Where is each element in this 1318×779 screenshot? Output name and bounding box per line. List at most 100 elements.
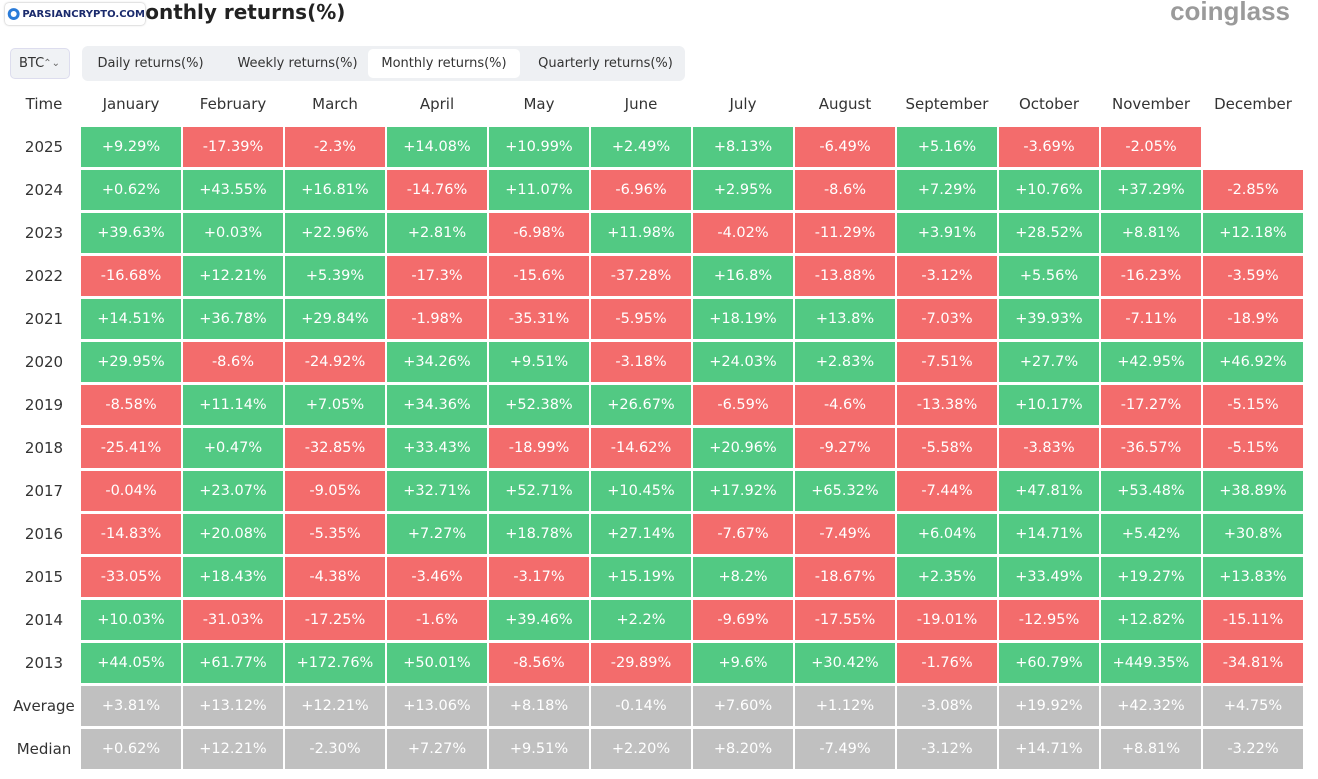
row-label: 2020 (24, 353, 64, 371)
return-cell: +8.81% (1101, 213, 1201, 253)
return-cell: +14.71% (999, 729, 1099, 769)
return-cell: -9.27% (795, 428, 895, 468)
return-cell: +16.81% (285, 170, 385, 210)
column-header: November (1111, 95, 1191, 113)
return-cell: +0.62% (81, 170, 181, 210)
return-cell: +26.67% (591, 385, 691, 425)
return-cell: +12.21% (183, 256, 283, 296)
return-cell: -3.18% (591, 342, 691, 382)
return-cell: +12.21% (183, 729, 283, 769)
return-cell: -16.23% (1101, 256, 1201, 296)
return-cell: -8.6% (795, 170, 895, 210)
return-cell: -3.08% (897, 686, 997, 726)
return-cell: -18.67% (795, 557, 895, 597)
return-cell: -12.95% (999, 600, 1099, 640)
column-header: October (1018, 95, 1080, 113)
return-cell: -5.15% (1203, 385, 1303, 425)
row-label: 2023 (24, 224, 64, 242)
column-header: August (818, 95, 872, 113)
row-label: 2014 (24, 611, 64, 629)
return-cell: +20.96% (693, 428, 793, 468)
return-cell: +18.78% (489, 514, 589, 554)
return-cell: -6.98% (489, 213, 589, 253)
return-cell: +10.45% (591, 471, 691, 511)
return-cell: +53.48% (1101, 471, 1201, 511)
row-label: 2021 (24, 310, 64, 328)
return-cell: -5.35% (285, 514, 385, 554)
return-cell: +12.82% (1101, 600, 1201, 640)
return-cell: +4.75% (1203, 686, 1303, 726)
return-cell: +10.76% (999, 170, 1099, 210)
return-cell: +5.39% (285, 256, 385, 296)
return-cell: +9.51% (489, 729, 589, 769)
row-label: 2016 (24, 525, 64, 543)
return-cell: -8.6% (183, 342, 283, 382)
return-cell: +7.27% (387, 514, 487, 554)
return-cell: +2.83% (795, 342, 895, 382)
return-cell: -5.15% (1203, 428, 1303, 468)
watermark-text: PARSIANCRYPTO.COM (22, 8, 145, 20)
return-cell: +30.42% (795, 643, 895, 683)
return-cell: +8.13% (693, 127, 793, 167)
tab[interactable]: Monthly returns(%) (368, 49, 520, 78)
return-cell: -7.51% (897, 342, 997, 382)
return-cell: +9.29% (81, 127, 181, 167)
return-cell: -13.88% (795, 256, 895, 296)
return-cell: +2.49% (591, 127, 691, 167)
return-cell: -3.17% (489, 557, 589, 597)
return-cell: +27.7% (999, 342, 1099, 382)
return-cell: +3.81% (81, 686, 181, 726)
return-cell: -17.39% (183, 127, 283, 167)
return-cell: -18.9% (1203, 299, 1303, 339)
row-label: 2015 (24, 568, 64, 586)
return-cell: +47.81% (999, 471, 1099, 511)
row-label: 2013 (24, 654, 64, 672)
asset-select[interactable]: BTC ⌃⌄ (10, 48, 70, 79)
return-cell: -3.12% (897, 256, 997, 296)
return-cell: +11.14% (183, 385, 283, 425)
return-cell: +2.20% (591, 729, 691, 769)
return-cell: +14.51% (81, 299, 181, 339)
return-cell: +32.71% (387, 471, 487, 511)
return-cell: -9.69% (693, 600, 793, 640)
return-cell: +8.20% (693, 729, 793, 769)
return-cell: +13.06% (387, 686, 487, 726)
return-cell: -4.6% (795, 385, 895, 425)
return-cell: +19.27% (1101, 557, 1201, 597)
return-cell: +50.01% (387, 643, 487, 683)
logo[interactable]: coinglass (1170, 0, 1290, 26)
return-cell: +36.78% (183, 299, 283, 339)
return-cell: -14.83% (81, 514, 181, 554)
return-cell: +449.35% (1101, 643, 1201, 683)
return-cell: -1.76% (897, 643, 997, 683)
return-cell: -7.44% (897, 471, 997, 511)
return-cell: -37.28% (591, 256, 691, 296)
row-label: 2024 (24, 181, 64, 199)
return-cell: -9.05% (285, 471, 385, 511)
row-label: Median (16, 740, 72, 758)
return-cell: +3.91% (897, 213, 997, 253)
return-cell: -7.11% (1101, 299, 1201, 339)
watermark: PARSIANCRYPTO.COM (5, 3, 145, 25)
row-label: 2017 (24, 482, 64, 500)
tab[interactable]: Weekly returns(%) (237, 56, 358, 71)
return-cell: -1.98% (387, 299, 487, 339)
return-cell: -4.38% (285, 557, 385, 597)
return-cell: +17.92% (693, 471, 793, 511)
return-cell: -3.12% (897, 729, 997, 769)
return-cell: -15.6% (489, 256, 589, 296)
return-cell: +14.71% (999, 514, 1099, 554)
tab[interactable]: Quarterly returns(%) (538, 56, 673, 71)
return-cell: +13.8% (795, 299, 895, 339)
return-cell: +15.19% (591, 557, 691, 597)
return-cell: -17.25% (285, 600, 385, 640)
return-cell: -29.89% (591, 643, 691, 683)
return-cell: +18.19% (693, 299, 793, 339)
return-cell: +2.35% (897, 557, 997, 597)
return-cell: -17.55% (795, 600, 895, 640)
column-header: February (199, 95, 267, 113)
return-cell: -7.49% (795, 514, 895, 554)
tab[interactable]: Daily returns(%) (97, 56, 204, 71)
return-cell: +7.27% (387, 729, 487, 769)
